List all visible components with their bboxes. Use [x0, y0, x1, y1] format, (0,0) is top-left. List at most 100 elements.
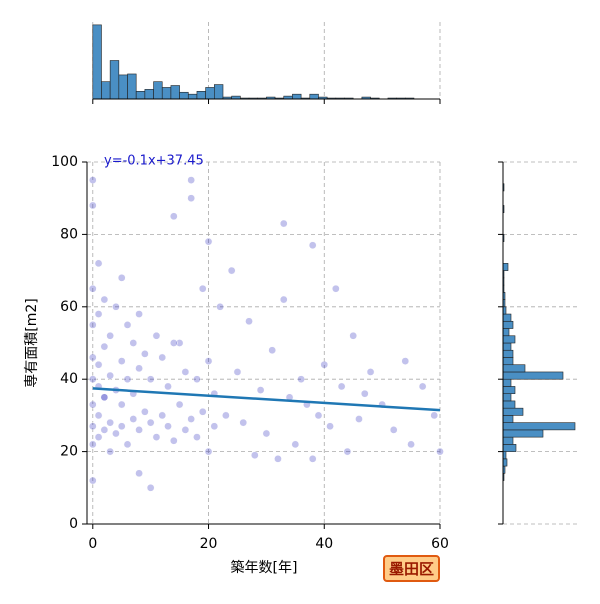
point: [169, 212, 178, 221]
point: [187, 415, 196, 423]
hist-bar: [196, 91, 206, 100]
point: [291, 440, 300, 449]
point: [360, 389, 369, 398]
point: [193, 375, 201, 384]
point: [164, 422, 172, 431]
hist-bar: [502, 357, 514, 366]
y-tick-label: 20: [60, 444, 78, 460]
point: [233, 368, 242, 376]
point: [94, 259, 103, 268]
hist-bar: [214, 84, 224, 100]
hist-bar: [161, 87, 172, 100]
point: [88, 201, 97, 210]
point: [187, 176, 196, 184]
point: [158, 411, 167, 420]
y-tick-label: 80: [60, 226, 78, 242]
hist-bar: [292, 93, 302, 100]
hist-bar: [153, 81, 163, 100]
point: [88, 400, 97, 409]
point: [117, 273, 126, 282]
point: [430, 411, 439, 420]
point: [436, 447, 444, 456]
point: [141, 350, 149, 358]
point: [106, 371, 114, 380]
regression-equation: y=-0.1x+37.45: [104, 154, 204, 169]
regression-line: [92, 387, 441, 412]
point: [152, 433, 161, 441]
hist-bar: [502, 393, 512, 402]
hist-bar: [502, 328, 510, 337]
point: [250, 451, 259, 460]
point: [88, 353, 97, 362]
ward-badge: 墨田区: [383, 555, 441, 582]
point: [222, 411, 230, 420]
hist-bar: [502, 349, 514, 358]
point: [204, 447, 213, 456]
hist-bar: [502, 429, 544, 438]
hist-bar: [502, 422, 576, 431]
point: [88, 422, 97, 431]
point: [279, 295, 288, 304]
point: [343, 447, 352, 456]
point: [88, 375, 97, 384]
point: [152, 331, 161, 340]
point: [106, 331, 114, 340]
point: [193, 433, 201, 441]
point: [187, 194, 196, 203]
point: [227, 266, 236, 275]
point: [100, 426, 109, 434]
point: [100, 295, 109, 304]
point: [274, 454, 282, 463]
point: [331, 284, 340, 293]
point: [181, 368, 190, 376]
x-axis-label: 築年数[年]: [231, 560, 298, 576]
point: [337, 382, 346, 391]
point: [181, 426, 190, 434]
hist-bar: [187, 93, 198, 100]
hist-bar: [127, 73, 137, 100]
hist-bar: [101, 81, 111, 100]
hist-bar: [502, 263, 509, 271]
point: [216, 302, 224, 311]
x-tick-label: 0: [88, 536, 97, 552]
hist-bar: [92, 24, 102, 100]
hist-bar: [502, 364, 526, 373]
point: [210, 422, 219, 431]
point: [169, 436, 178, 445]
hist-bar: [502, 415, 514, 423]
point: [256, 386, 265, 394]
hist-bar: [502, 436, 514, 445]
hist-bar: [109, 60, 120, 100]
point: [146, 375, 155, 384]
point: [308, 241, 317, 250]
y-axis-label: 専有面積[m2]: [24, 298, 40, 387]
point: [100, 393, 109, 402]
x-tick-label: 60: [431, 536, 449, 552]
hist-bar: [179, 91, 189, 100]
point: [123, 375, 132, 384]
point: [88, 440, 97, 449]
hist-bar: [309, 93, 319, 100]
hist-bar: [502, 320, 514, 329]
hist-bar: [502, 407, 524, 416]
point: [239, 418, 248, 427]
point: [204, 237, 213, 246]
point: [135, 426, 143, 434]
point: [366, 368, 375, 376]
hist-bar: [502, 313, 512, 322]
hist-bar: [502, 335, 516, 344]
point: [129, 415, 138, 423]
point: [112, 302, 120, 311]
point: [175, 400, 184, 409]
point: [100, 342, 109, 351]
point: [88, 321, 97, 329]
point: [169, 339, 178, 347]
point: [123, 440, 132, 449]
y-tick-label: 100: [51, 154, 78, 170]
point: [418, 382, 427, 391]
point: [123, 321, 132, 329]
point: [146, 418, 155, 427]
point: [146, 483, 155, 492]
